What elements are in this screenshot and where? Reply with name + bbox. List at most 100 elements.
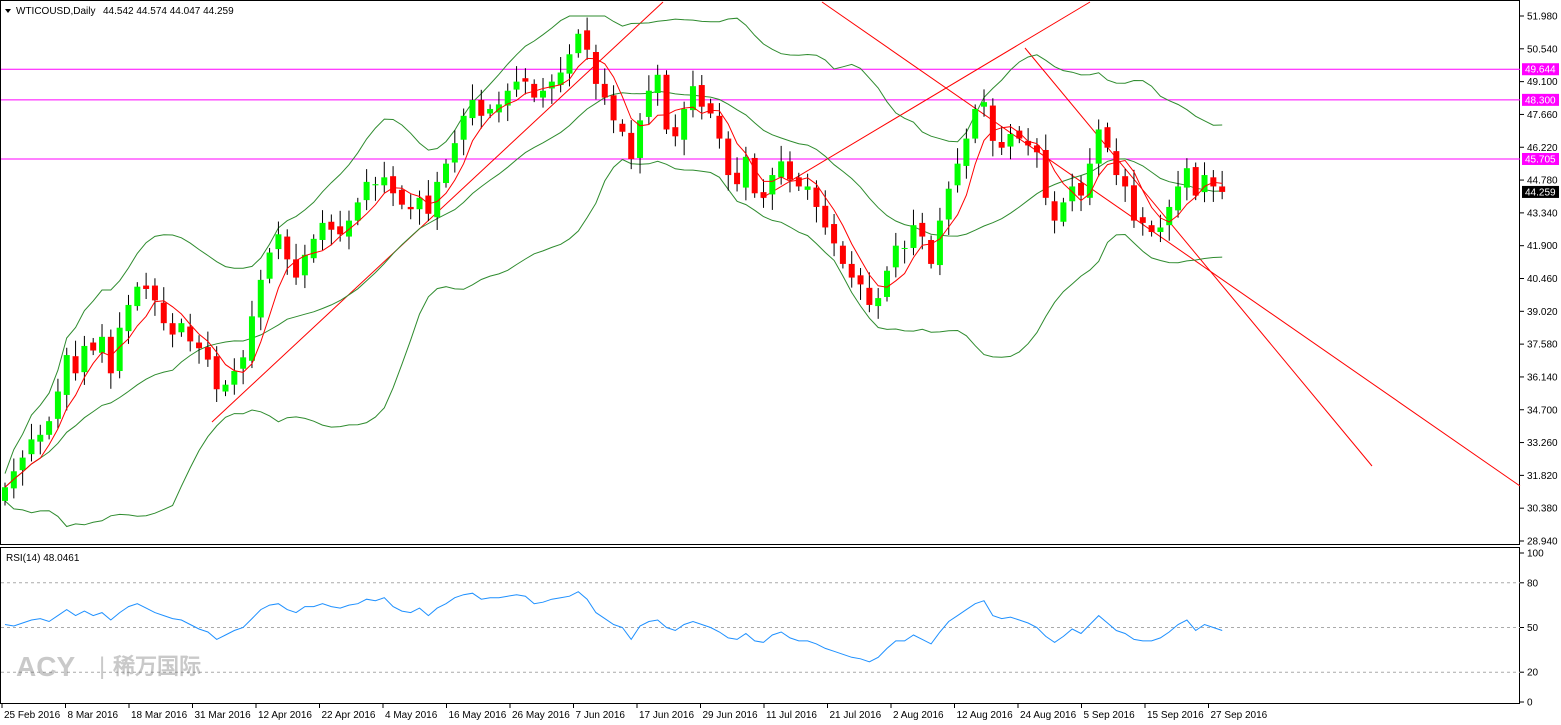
bear-candle: [839, 245, 846, 264]
bear-candle: [160, 302, 167, 324]
bear-candle: [293, 259, 300, 278]
bollinger-lower-band: [4, 158, 1223, 528]
time-tick-label: 8 Mar 2016: [68, 710, 119, 721]
bull-candle: [1183, 168, 1190, 188]
bear-candle: [760, 192, 767, 198]
bear-candle: [1042, 149, 1049, 198]
bear-candle: [1051, 201, 1058, 221]
bull-candle: [381, 177, 388, 186]
bear-candle: [478, 99, 485, 116]
bull-candle: [266, 252, 273, 279]
bull-candle: [354, 202, 361, 221]
time-tick-label: 26 May 2016: [512, 710, 570, 721]
trendlines: [211, 1, 1521, 487]
bull-candle: [645, 90, 652, 117]
time-tick-label: 17 Jun 2016: [639, 710, 694, 721]
bull-candle: [81, 345, 88, 373]
bear-candle: [107, 336, 114, 374]
time-tick-label: 31 Mar 2016: [195, 710, 252, 721]
ohlc-header: 44.542 44.574 44.047 44.259: [103, 6, 234, 17]
bull-candle: [2, 487, 8, 501]
bull-candle: [434, 181, 441, 218]
acy-watermark-logo: ACY | 稀万国际: [16, 651, 201, 682]
trendline[interactable]: [821, 1, 1521, 487]
price-tick-label: 28.940: [1527, 537, 1558, 548]
bull-candle: [654, 74, 661, 94]
bull-candle: [557, 72, 564, 86]
price-tick-label: 46.220: [1527, 143, 1558, 154]
price-tick-label: 30.380: [1527, 504, 1558, 515]
bull-candle: [637, 120, 644, 158]
bull-candle: [972, 108, 979, 139]
bull-candle: [689, 86, 696, 111]
moving-average-line: [4, 57, 1223, 488]
watermark-separator: |: [99, 653, 105, 680]
bear-candle: [151, 285, 158, 301]
bull-candle: [981, 102, 988, 107]
bear-candle: [592, 52, 599, 84]
bull-candle: [778, 161, 785, 178]
price-tick-label: 36.140: [1527, 372, 1558, 383]
bull-candle: [495, 104, 502, 113]
price-tick-label: 41.900: [1527, 241, 1558, 252]
level-tag: [1522, 63, 1559, 76]
bull-candle: [1069, 186, 1076, 202]
watermark-chinese: 稀万国际: [113, 654, 201, 680]
trendline[interactable]: [1024, 47, 1373, 467]
trendline[interactable]: [761, 1, 1091, 199]
price-panel-frame: [0, 0, 1520, 545]
price-tick-label: 51.980: [1527, 12, 1558, 23]
bull-candle: [548, 81, 555, 89]
bull-candle: [134, 286, 141, 307]
price-axis: 51.980 50.540 49.100 47.660 46.220 44.780 43.3…: [1520, 12, 1558, 548]
bull-candle: [1201, 175, 1208, 193]
price-tick-label: 49.100: [1527, 77, 1558, 88]
bear-candle: [204, 347, 211, 360]
bull-candle: [275, 234, 282, 250]
bull-candle: [892, 245, 899, 268]
bull-candle: [1166, 206, 1173, 226]
bear-candle: [90, 342, 97, 351]
bull-candle: [116, 327, 123, 372]
bear-candle: [919, 222, 926, 237]
bear-candle: [795, 177, 802, 187]
bear-candle: [848, 263, 855, 278]
chart-menu-triangle-icon[interactable]: [5, 9, 11, 13]
bear-candle: [1104, 127, 1111, 148]
time-tick-label: 21 Jul 2016: [830, 710, 882, 721]
bull-candle: [416, 197, 423, 210]
bear-candle: [1113, 151, 1120, 176]
bull-candle: [372, 184, 379, 186]
bull-candle: [240, 357, 247, 369]
bear-candle: [610, 95, 617, 121]
rsi-levels: [1, 582, 1520, 673]
rsi-panel: [0, 547, 1520, 704]
bear-candle: [663, 74, 670, 130]
bear-candle: [998, 142, 1005, 148]
bear-candle: [751, 157, 758, 194]
bear-candle: [187, 326, 194, 342]
bear-candle: [1016, 130, 1023, 139]
bull-candle: [469, 99, 476, 119]
bear-candle: [522, 78, 529, 82]
bull-candle: [460, 115, 467, 140]
bull-candle: [910, 225, 917, 248]
bull-candle: [540, 90, 547, 98]
rsi-axis: 100 80 50 20 0: [1520, 549, 1544, 709]
bull-candle: [936, 220, 943, 266]
bear-candle: [716, 115, 723, 139]
bear-candle: [1078, 183, 1085, 196]
bear-candle: [328, 221, 335, 230]
bear-candle: [698, 85, 705, 107]
rsi-tick-label: 80: [1527, 578, 1539, 589]
bull-candle: [345, 220, 352, 237]
price-tick-label: 43.340: [1527, 208, 1558, 219]
rsi-tick-label: 20: [1527, 668, 1539, 679]
bull-candle: [54, 391, 61, 419]
bull-candle: [178, 323, 185, 333]
price-tick-label: 37.580: [1527, 340, 1558, 351]
bear-candle: [1025, 140, 1032, 146]
bear-candle: [398, 189, 405, 205]
bull-candle: [575, 33, 582, 54]
